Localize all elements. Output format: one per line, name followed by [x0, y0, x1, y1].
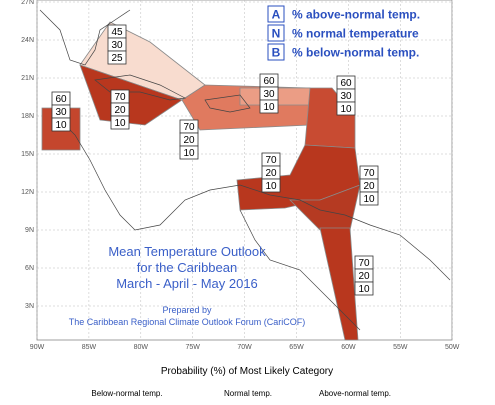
forum: The Caribbean Regional Climate Outlook F…	[69, 317, 306, 327]
label-box	[51, 117, 71, 132]
probability-value: 30	[55, 107, 67, 118]
probability-value: 70	[114, 92, 126, 103]
label-box	[107, 50, 127, 65]
region-labels: 45 30 25 60 30 10 70 20 10 70 20 10 60 30 10 60 30 10 70 20…	[51, 24, 379, 296]
probability-value: 20	[114, 105, 126, 116]
probability-value: 20	[265, 168, 277, 179]
legend-key: N	[272, 27, 281, 41]
probability-value: 60	[55, 94, 67, 105]
probability-value: 70	[265, 155, 277, 166]
lon-label: 90W	[30, 344, 45, 351]
probability-value: 10	[340, 104, 352, 115]
probability-value: 20	[363, 181, 375, 192]
legend-key: B	[272, 46, 281, 60]
label-box	[259, 99, 279, 114]
probability-value: 70	[183, 122, 195, 133]
legend-key-box	[267, 43, 285, 61]
legend-text: % above-normal temp.	[292, 8, 420, 22]
lat-label: 3N	[25, 303, 34, 310]
coastline	[39, 9, 131, 66]
lon-label: 55W	[393, 344, 408, 351]
lon-label: 85W	[82, 344, 97, 351]
lon-label: 60W	[341, 344, 356, 351]
colorbar-label: Above-normal temp.	[319, 389, 391, 398]
probability-value: 70	[358, 258, 370, 269]
colorbar-label: Normal temp.	[224, 389, 272, 398]
probability-value: 60	[340, 78, 352, 89]
label-box	[359, 191, 379, 206]
probability-value: 60	[263, 76, 275, 87]
lon-label: 65W	[289, 344, 304, 351]
probability-value: 20	[358, 271, 370, 282]
colorbar-label: Below-normal temp.	[91, 389, 162, 398]
lon-label: 80W	[134, 344, 149, 351]
probability-value: 30	[111, 40, 123, 51]
prepared-by: Prepared by	[162, 305, 212, 315]
lat-label: 9N	[25, 227, 34, 234]
probability-value: 70	[363, 168, 375, 179]
lat-label: 18N	[21, 113, 34, 120]
lon-label: 50W	[445, 344, 460, 351]
label-box	[354, 281, 374, 296]
probability-value: 10	[55, 120, 67, 131]
probability-value: 10	[114, 118, 126, 129]
coastline	[239, 209, 361, 331]
region-area	[79, 64, 183, 126]
legend-key-box	[267, 5, 285, 23]
probability-value: 20	[183, 135, 195, 146]
legend-text: % normal temperature	[292, 27, 419, 41]
lat-label: 12N	[21, 189, 34, 196]
region-area	[319, 227, 359, 341]
label-box	[179, 145, 199, 160]
lat-label: 15N	[21, 151, 34, 158]
lat-label: 27N	[21, 0, 34, 6]
probability-value: 10	[363, 194, 375, 205]
lat-label: 6N	[25, 265, 34, 272]
legend-key: A	[272, 8, 281, 22]
coastline	[204, 94, 251, 113]
label-box	[110, 115, 130, 130]
probability-value: 10	[265, 181, 277, 192]
legend-key-box	[267, 24, 285, 42]
colorbar-title: Probability (%) of Most Likely Category	[161, 366, 333, 377]
title-line: March - April - May 2016	[116, 276, 258, 291]
legend: A % above-normal temp. N % normal temperatu…	[267, 5, 420, 61]
label-box	[261, 178, 281, 193]
probability-value: 10	[183, 148, 195, 159]
probability-value: 10	[358, 284, 370, 295]
region-area	[289, 184, 361, 231]
lat-label: 24N	[21, 37, 34, 44]
lon-label: 75W	[185, 344, 200, 351]
title-line: for the Caribbean	[137, 260, 237, 275]
title-line: Mean Temperature Outlook	[108, 244, 266, 259]
lat-label: 21N	[21, 75, 34, 82]
probability-value: 25	[111, 53, 123, 64]
probability-value: 45	[111, 27, 123, 38]
coastline	[59, 119, 451, 281]
probability-value: 10	[263, 102, 275, 113]
lon-label: 70W	[237, 344, 252, 351]
label-box	[336, 101, 356, 116]
legend-text: % below-normal temp.	[292, 46, 419, 60]
probability-value: 30	[263, 89, 275, 100]
probability-value: 30	[340, 91, 352, 102]
